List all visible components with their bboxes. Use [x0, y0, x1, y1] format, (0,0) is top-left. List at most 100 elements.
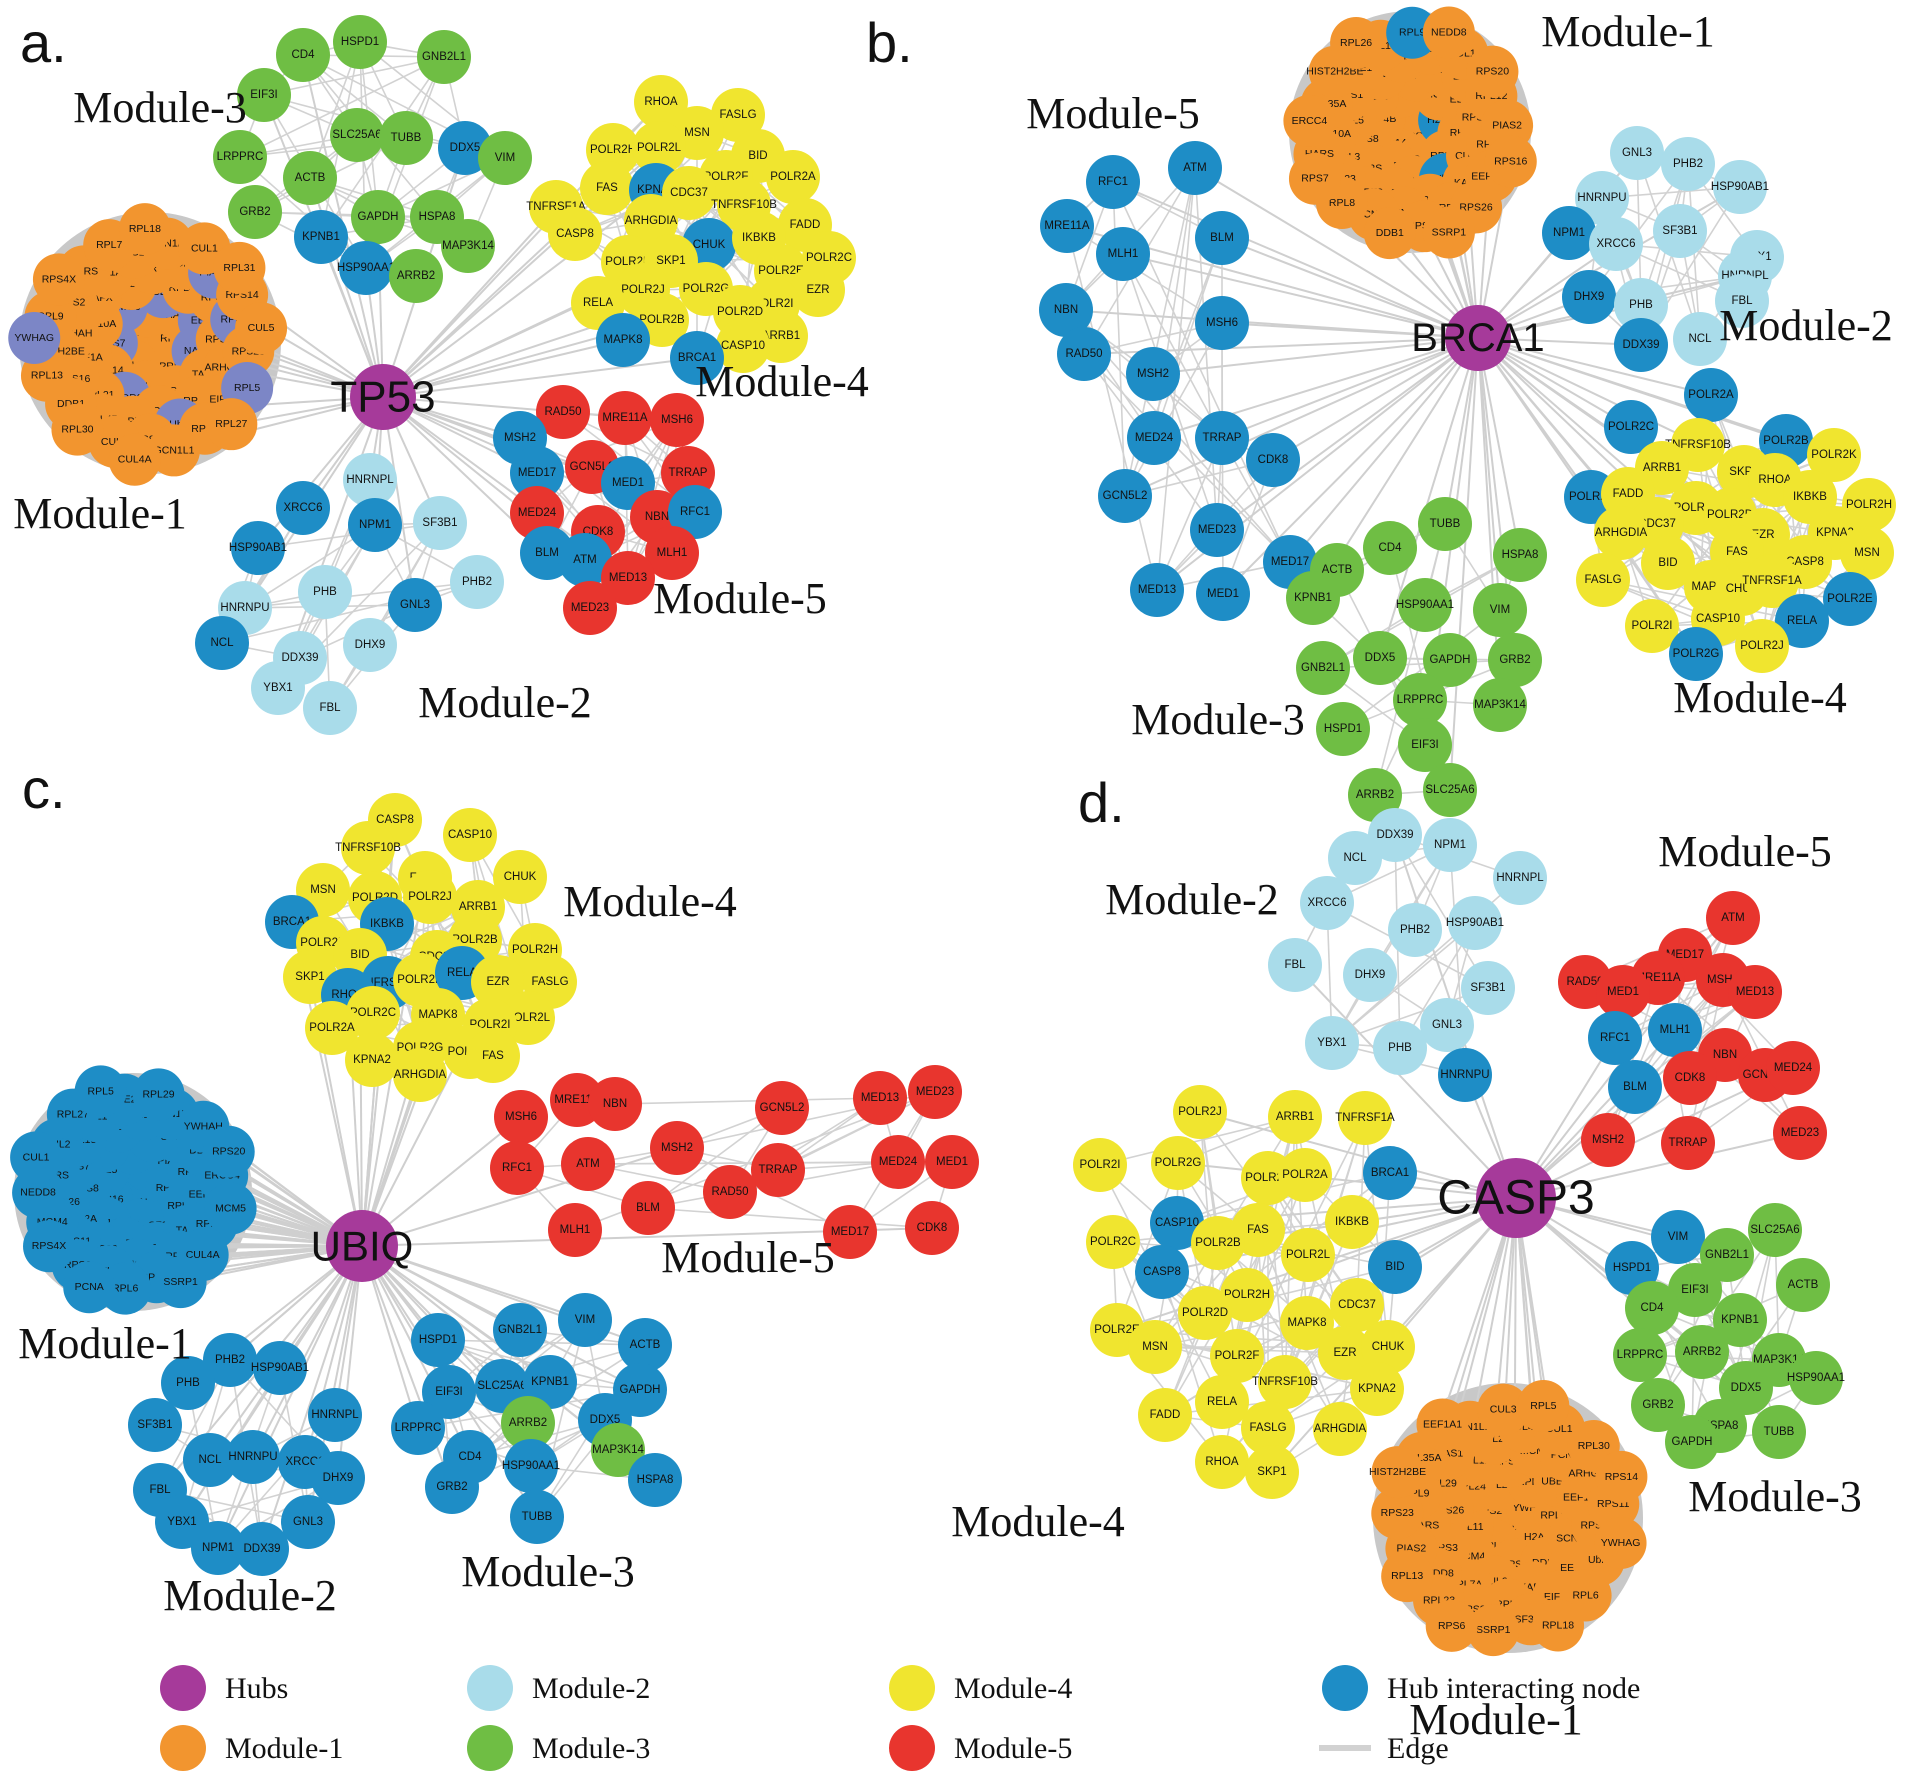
node-circle[interactable] — [1673, 312, 1727, 366]
node-MED13[interactable]: MED13 — [601, 551, 655, 605]
node-POLR2K[interactable]: POLR2K — [1807, 428, 1861, 482]
node-GNL3[interactable]: GNL3 — [388, 578, 442, 632]
node-circle[interactable] — [1684, 368, 1738, 422]
node-circle[interactable] — [613, 1363, 667, 1417]
node-GAPDH[interactable]: GAPDH — [1423, 633, 1477, 687]
node-circle[interactable] — [650, 1121, 704, 1175]
node-circle[interactable] — [523, 1355, 577, 1409]
node-HSP90AB1[interactable]: HSP90AB1 — [1446, 896, 1504, 950]
node-TRRAP[interactable]: TRRAP — [751, 1143, 805, 1197]
node-circle[interactable] — [1641, 536, 1695, 590]
node-circle[interactable] — [63, 1261, 116, 1314]
node-circle[interactable] — [1126, 347, 1180, 401]
node-NEDD8[interactable]: NEDD8 — [1422, 6, 1475, 59]
node-circle[interactable] — [213, 241, 266, 294]
node-circle[interactable] — [1361, 1320, 1415, 1374]
node-POLR2L[interactable]: POLR2L — [632, 121, 686, 175]
node-MED23[interactable]: MED23 — [1190, 503, 1244, 557]
node-circle[interactable] — [1776, 1258, 1830, 1312]
node-circle[interactable] — [391, 1401, 445, 1455]
node-ARHGDIA[interactable]: ARHGDIA — [1594, 506, 1648, 560]
node-GCN1L1[interactable]: GCN1L1 — [147, 424, 200, 477]
node-ATM[interactable]: ATM — [1706, 891, 1760, 945]
node-circle[interactable] — [339, 241, 393, 295]
node-MED23[interactable]: MED23 — [1773, 1106, 1827, 1160]
node-circle[interactable] — [379, 111, 433, 165]
node-circle[interactable] — [346, 986, 400, 1040]
node-CASP8[interactable]: CASP8 — [1135, 1245, 1189, 1299]
node-circle[interactable] — [23, 1220, 76, 1273]
node-CDC37[interactable]: CDC37 — [662, 166, 716, 220]
node-RELA[interactable]: RELA — [1775, 594, 1829, 648]
node-circle[interactable] — [1789, 1351, 1843, 1405]
node-GRB2[interactable]: GRB2 — [425, 1460, 479, 1514]
node-CDC37[interactable]: CDC37 — [1330, 1278, 1384, 1332]
node-circle[interactable] — [237, 68, 291, 122]
node-BID[interactable]: BID — [1641, 536, 1695, 590]
node-BLM[interactable]: BLM — [1195, 211, 1249, 265]
node-HSPA8[interactable]: HSPA8 — [628, 1453, 682, 1507]
node-RPL30[interactable]: RPL30 — [51, 403, 104, 456]
node-FBL[interactable]: FBL — [303, 681, 357, 735]
node-POLR2E[interactable]: POLR2E — [1823, 572, 1877, 626]
node-GCN5L2[interactable]: GCN5L2 — [755, 1081, 809, 1135]
node-circle[interactable] — [108, 433, 161, 486]
hub-TP53[interactable]: TP53 — [330, 364, 436, 430]
node-RHOA[interactable]: RHOA — [634, 75, 688, 129]
node-circle[interactable] — [716, 319, 770, 373]
node-circle[interactable] — [1296, 641, 1350, 695]
node-circle[interactable] — [1330, 16, 1383, 69]
node-circle[interactable] — [1532, 1599, 1585, 1652]
node-HSP90AB1[interactable]: HSP90AB1 — [229, 521, 287, 575]
node-circle[interactable] — [1625, 1281, 1679, 1335]
node-RAD50[interactable]: RAD50 — [703, 1165, 757, 1219]
node-circle[interactable] — [598, 391, 652, 445]
node-circle[interactable] — [478, 131, 532, 185]
node-MAPK8[interactable]: MAPK8 — [596, 313, 650, 367]
node-PHB[interactable]: PHB — [161, 1356, 215, 1410]
node-GNB2L1[interactable]: GNB2L1 — [1700, 1228, 1754, 1282]
node-circle[interactable] — [1594, 1516, 1647, 1569]
node-NBN[interactable]: NBN — [1039, 283, 1093, 337]
node-circle[interactable] — [536, 385, 590, 439]
node-circle[interactable] — [1368, 808, 1422, 862]
node-circle[interactable] — [490, 1141, 544, 1195]
node-circle[interactable] — [504, 1439, 558, 1493]
node-circle[interactable] — [1715, 274, 1769, 328]
node-circle[interactable] — [132, 1068, 185, 1121]
node-PHB[interactable]: PHB — [1373, 1021, 1427, 1075]
node-DDX5[interactable]: DDX5 — [1719, 1361, 1773, 1415]
node-circle[interactable] — [1752, 1405, 1806, 1459]
node-circle[interactable] — [711, 88, 765, 142]
hub-circle[interactable] — [350, 364, 416, 430]
node-MLH1[interactable]: MLH1 — [1096, 227, 1150, 281]
node-MED23[interactable]: MED23 — [563, 581, 617, 635]
node-circle[interactable] — [494, 1090, 548, 1144]
node-PHB[interactable]: PHB — [1614, 278, 1668, 332]
node-MAP3K14[interactable]: MAP3K14 — [1473, 678, 1527, 732]
node-POLR2C[interactable]: POLR2C — [1604, 400, 1658, 454]
node-circle[interactable] — [561, 1137, 615, 1191]
node-circle[interactable] — [1138, 1388, 1192, 1442]
node-ACTB[interactable]: ACTB — [283, 151, 337, 205]
node-RPS6[interactable]: RPS6 — [1425, 1599, 1478, 1652]
node-POLR2C[interactable]: POLR2C — [1086, 1215, 1140, 1269]
node-circle[interactable] — [580, 161, 634, 215]
node-circle[interactable] — [231, 521, 285, 575]
node-EEF1A1[interactable]: EEF1A1 — [1416, 1398, 1469, 1451]
node-circle[interactable] — [668, 485, 722, 539]
node-CASP10[interactable]: CASP10 — [443, 808, 497, 862]
node-POLR2G[interactable]: POLR2G — [1151, 1136, 1205, 1190]
node-BRCA1[interactable]: BRCA1 — [670, 331, 724, 385]
node-circle[interactable] — [303, 681, 357, 735]
node-circle[interactable] — [161, 1356, 215, 1410]
node-circle[interactable] — [1330, 1278, 1384, 1332]
hub-BRCA1[interactable]: BRCA1 — [1411, 305, 1545, 371]
node-circle[interactable] — [10, 1131, 63, 1184]
node-BLM[interactable]: BLM — [1608, 1060, 1662, 1114]
node-circle[interactable] — [766, 150, 820, 204]
node-circle[interactable] — [417, 30, 471, 84]
node-circle[interactable] — [1283, 94, 1336, 147]
node-circle[interactable] — [493, 1303, 547, 1357]
node-circle[interactable] — [510, 1490, 564, 1544]
